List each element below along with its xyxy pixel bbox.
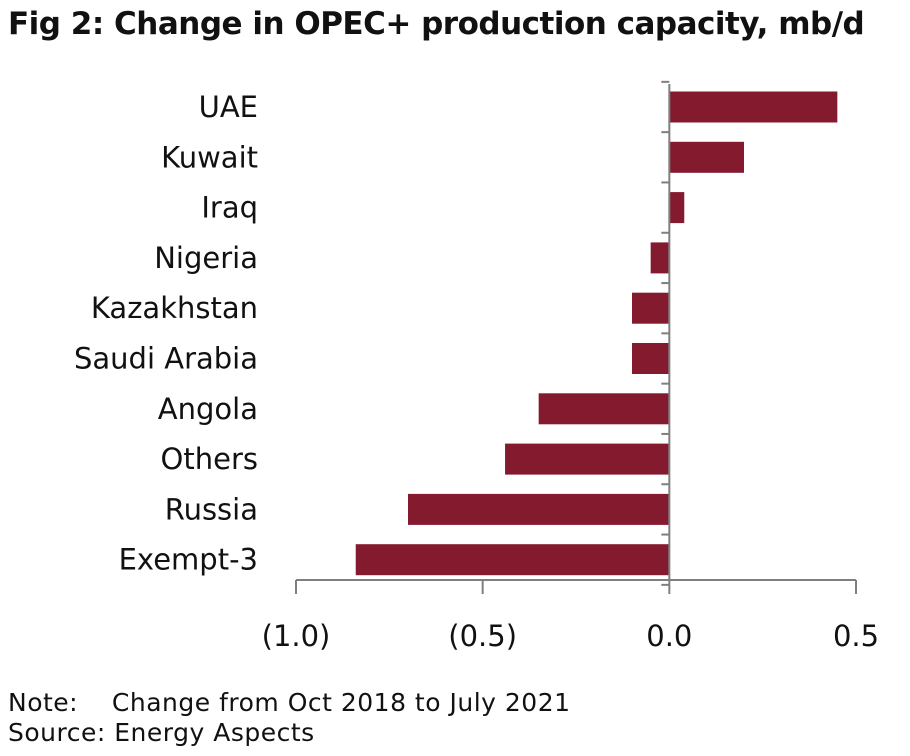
bar-kazakhstan [632, 292, 670, 324]
note: Note: Change from Oct 2018 to July 2021 [8, 688, 571, 717]
chart-title: Fig 2: Change in OPEC+ production capaci… [8, 6, 865, 42]
source-text: Energy Aspects [114, 718, 315, 747]
note-label: Note: [8, 688, 79, 717]
category-label-kazakhstan: Kazakhstan [91, 291, 258, 325]
category-label-kuwait: Kuwait [161, 140, 258, 174]
category-label-others: Others [161, 442, 258, 476]
x-tick-label: 0.5 [833, 619, 879, 653]
bar-nigeria [650, 242, 670, 274]
category-label-exempt-3: Exempt-3 [119, 543, 258, 577]
category-label-nigeria: Nigeria [154, 241, 258, 275]
category-label-russia: Russia [165, 492, 258, 526]
bars-group [355, 91, 838, 576]
source-label: Source: [8, 718, 106, 747]
bar-angola [538, 393, 670, 425]
x-tick-label: (1.0) [262, 619, 331, 653]
bar-others [505, 443, 670, 475]
tick-labels-group: (1.0) (0.5) 0.0 0.5 [262, 619, 879, 653]
bar-uae [669, 91, 838, 123]
category-labels-group: UAE Kuwait Iraq Nigeria Kazakhstan Saudi Arab… [74, 90, 258, 577]
category-label-iraq: Iraq [201, 191, 258, 225]
bar-saudi-arabia [632, 343, 670, 374]
axes-group [295, 80, 857, 594]
bar-russia [408, 493, 670, 525]
bar-kuwait [669, 141, 744, 173]
note-text: Change from Oct 2018 to July 2021 [111, 688, 571, 717]
category-label-saudi-arabia: Saudi Arabia [74, 342, 258, 376]
source: Source: Energy Aspects [8, 718, 315, 747]
category-label-angola: Angola [158, 392, 258, 426]
x-tick-label: 0.0 [646, 619, 692, 653]
category-label-uae: UAE [199, 90, 258, 124]
bar-iraq [669, 192, 685, 224]
bar-chart: UAE Kuwait Iraq Nigeria Kazakhstan Saudi Arab… [74, 80, 879, 653]
bar-exempt-3 [355, 544, 670, 576]
x-tick-label: (0.5) [448, 619, 517, 653]
